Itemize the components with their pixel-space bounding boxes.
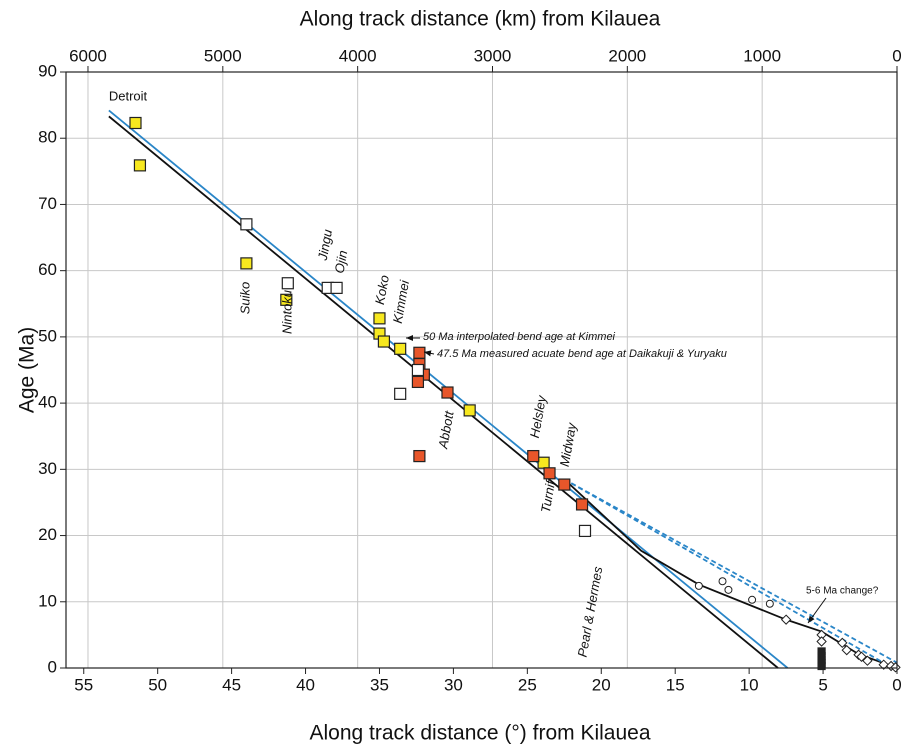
x2-tick-label: 4000 [339,46,377,65]
x-axis-title: Along track distance (°) from Kilauea [309,722,650,745]
point [765,599,774,608]
x-tick-label: 30 [444,675,463,694]
point [373,312,386,325]
annotation: Detroit [109,88,148,103]
line [563,478,898,664]
point [543,467,556,480]
point [718,577,727,586]
point [129,116,142,130]
point [394,342,407,355]
point [280,293,293,306]
point [578,524,592,538]
point [837,637,848,649]
point [394,387,407,400]
point [281,277,294,290]
y-tick-label: 0 [48,657,57,676]
point [527,449,540,463]
x-tick-label: 45 [222,675,241,694]
y-tick-label: 80 [38,128,57,147]
x2-tick-label: 1000 [743,46,781,65]
x2-tick-label: 5000 [204,46,242,65]
annotation: Midway [557,420,580,467]
annotation: 5-6 Ma change? [806,586,879,597]
plot-frame [65,71,898,669]
annotation: Koko [372,274,392,306]
x-tick-label: 15 [666,675,685,694]
annotation: Helsley [527,393,549,439]
x2-tick-label: 3000 [474,46,512,65]
x-tick-label: 50 [148,675,167,694]
point [841,644,852,656]
annotation: Suiko [237,282,252,315]
x2-tick-label: 0 [892,46,901,65]
point [878,659,889,670]
annotation: 47.5 Ma measured acuate bend age at Daik… [437,348,727,360]
x-tick-label: 10 [740,675,759,694]
point [411,363,425,377]
y-axis-title: Age (Ma) [16,327,39,413]
annotation: Ojin [332,249,351,274]
point [240,257,253,270]
point [862,655,873,666]
annotation: Nintoku [279,290,294,334]
x-tick-label: 35 [370,675,389,694]
x2-axis-title: Along track distance (km) from Kilauea [300,8,661,31]
arrow [807,597,827,624]
point [133,159,147,172]
annotation: Abbott [435,409,457,451]
x2-tick-label: 2000 [608,46,646,65]
line [563,478,894,669]
point [411,375,425,389]
x-tick-label: 25 [518,675,537,694]
y-tick-label: 70 [38,194,57,213]
point [816,636,827,647]
arrow [423,350,435,357]
point [890,662,901,673]
y-tick-label: 10 [38,591,57,610]
point [558,478,571,491]
point [413,346,426,359]
grid [66,71,898,669]
point [724,585,733,594]
y-tick-label: 90 [38,61,57,80]
annotation: Jingu [315,228,335,262]
x-tick-label: 20 [592,675,611,694]
annotation: Kimmei [390,278,412,324]
y-tick-label: 60 [38,260,57,279]
point [537,456,550,469]
y-tick-label: 50 [38,326,57,345]
x-tick-label: 55 [74,675,93,694]
annotation: Turnif [538,478,559,514]
point [817,661,826,671]
point [413,449,426,463]
point [463,404,476,417]
point [377,335,391,348]
point [240,218,253,231]
point [441,386,454,399]
x2-tick-label: 6000 [69,46,107,65]
point [575,498,589,511]
annotation: 50 Ma interpolated bend age at Kimmei [423,331,616,343]
point [694,581,703,590]
y-tick-label: 20 [38,525,57,544]
point [748,595,757,604]
annotation: Pearl & Hermes [575,565,606,658]
point [856,651,867,662]
point [780,614,792,625]
plot [108,109,901,673]
point [330,281,343,294]
x-tick-label: 40 [296,675,315,694]
x-tick-label: 0 [892,675,901,694]
y-tick-label: 40 [38,393,57,412]
y-tick-label: 30 [38,459,57,478]
x-tick-label: 5 [818,675,827,694]
